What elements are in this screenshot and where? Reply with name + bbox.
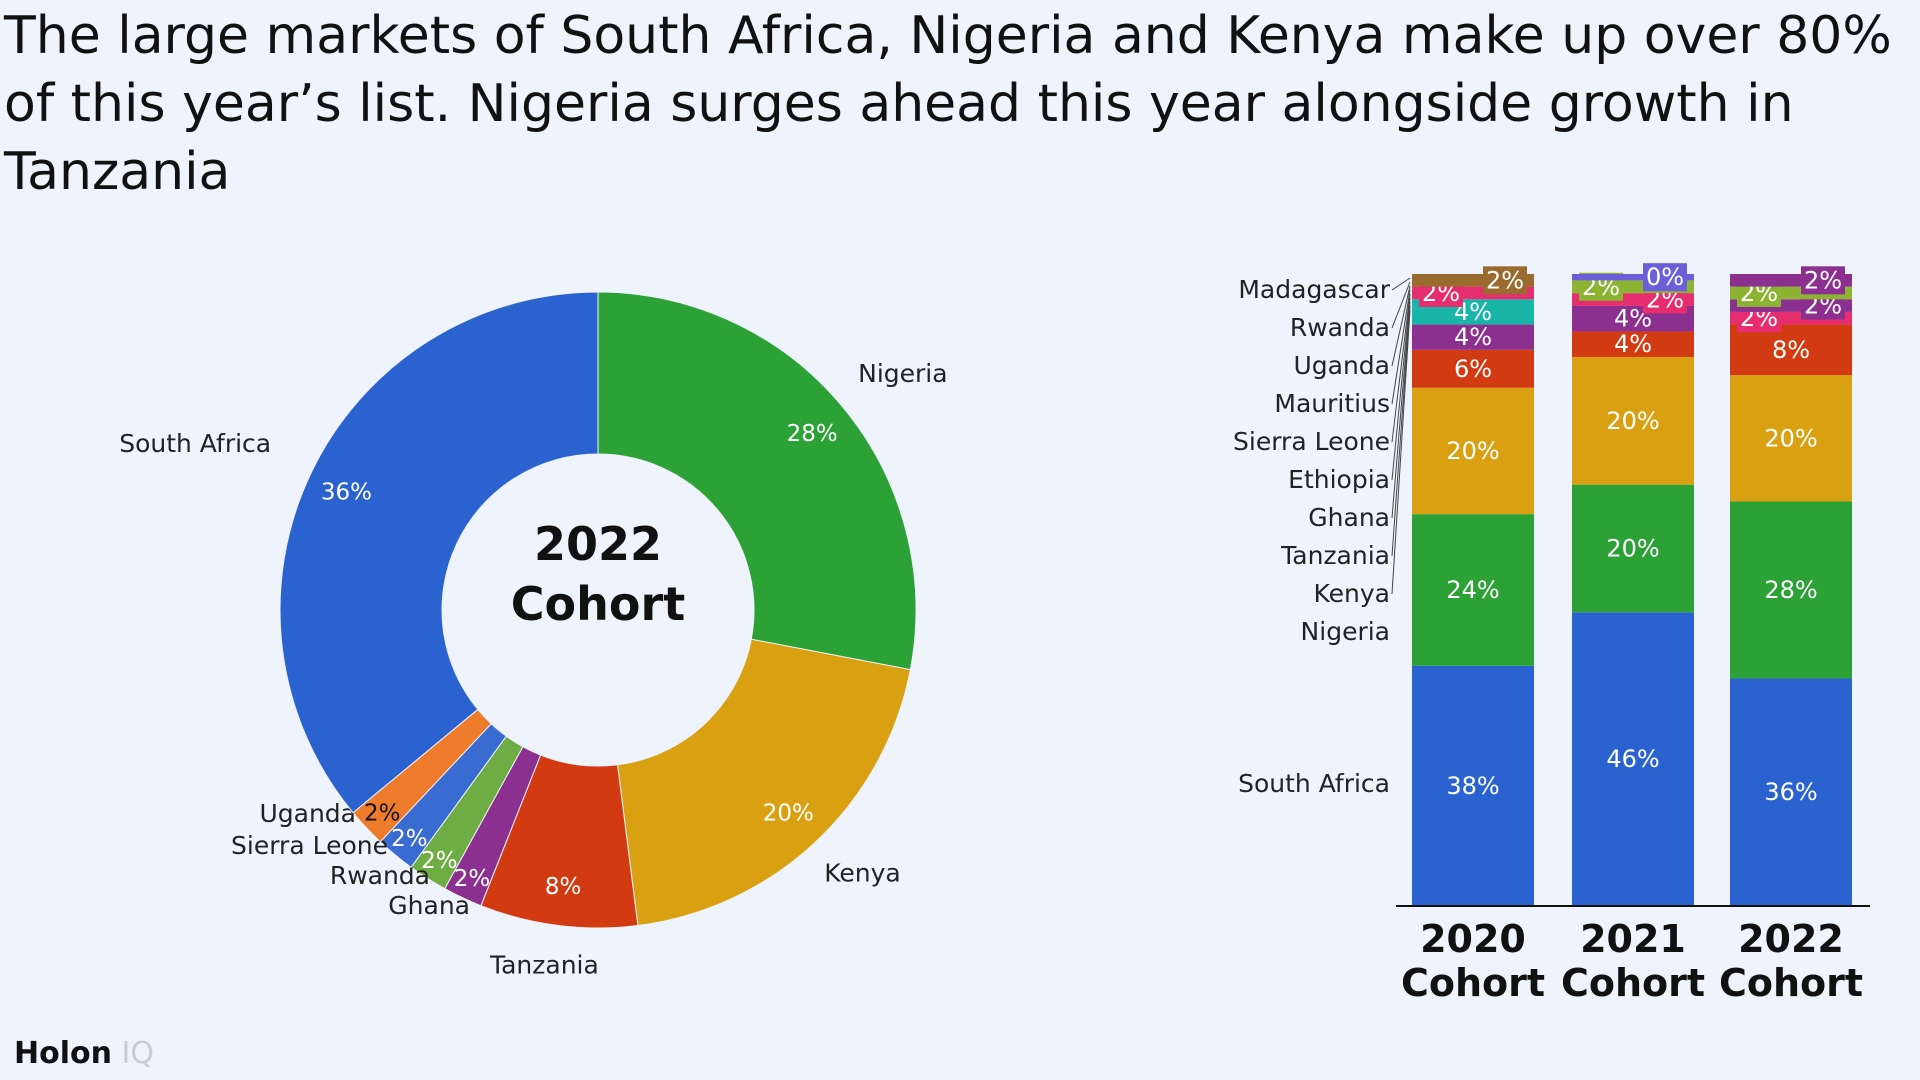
bar-segment-2-nigeria [1730,501,1852,679]
logo-main: Holon [14,1036,112,1071]
value-label-nigeria: 28% [787,421,838,447]
value-label-kenya: 20% [763,801,814,827]
legend-label-sierra-leone: Sierra Leone [1233,427,1390,456]
legend-leader-madagascar [1391,277,1411,291]
value-label-sierra-leone: 2% [391,826,428,852]
value-label-rwanda: 2% [421,848,458,874]
slice-south-africa [279,291,599,814]
value-label-ghana: 2% [454,866,491,892]
legend-leader-mauritius [1391,289,1411,405]
legend-label-kenya: Kenya [1314,579,1391,608]
legend-leader-sierra-leone [1391,293,1411,443]
slice-nigeria [597,291,917,671]
bar-segment-0-tanzania [1412,349,1534,388]
legend-leader-ethiopia [1391,297,1411,481]
slice-name-south-africa: South Africa [119,429,271,458]
bar-segment-1-tanzania [1572,331,1694,357]
legend-label-nigeria: Nigeria [1301,617,1390,646]
slice-name-nigeria: Nigeria [858,359,947,388]
slice-name-ghana: Ghana [388,891,470,920]
legend-label-uganda: Uganda [1293,351,1390,380]
legend-label-tanzania: Tanzania [1280,541,1390,570]
legend-leader-uganda [1391,285,1411,367]
data-label-bg-1-other [1643,263,1687,292]
bar-segment-2-tanzania [1730,324,1852,376]
slice-name-rwanda: Rwanda [330,861,430,890]
data-label-0-kenya: 20% [1446,437,1499,465]
category-label-2-year: 2022 [1738,917,1844,961]
legend-label-ethiopia: Ethiopia [1288,465,1390,494]
category-label-2-cohort: Cohort [1719,961,1863,1005]
data-label-1-nigeria: 20% [1606,535,1659,563]
slice-kenya [616,638,911,927]
bar-segment-2-kenya [1730,375,1852,502]
bar-segment-0-ghana [1412,324,1534,350]
data-label-1-tanzania: 4% [1614,330,1652,358]
category-label-1-year: 2021 [1580,917,1686,961]
data-label-1-south-africa: 46% [1606,745,1659,773]
bar-segment-1-nigeria [1572,484,1694,613]
value-label-south-africa: 36% [321,480,372,506]
legend-leader-rwanda [1391,281,1411,329]
data-label-0-nigeria: 24% [1446,576,1499,604]
bar-segment-0-kenya [1412,387,1534,515]
slice-name-uganda: Uganda [259,799,356,828]
center-label-cohort: Cohort [511,577,685,631]
legend-label-madagascar: Madagascar [1238,275,1390,304]
legend-label-ghana: Ghana [1308,503,1390,532]
category-label-0-year: 2020 [1420,917,1526,961]
data-label-0-ghana: 4% [1454,323,1492,351]
page-title: The large markets of South Africa, Niger… [4,6,1892,202]
data-label-1-kenya: 20% [1606,407,1659,435]
slice-name-kenya: Kenya [824,859,901,888]
bar-segment-1-other [1572,274,1694,281]
bar-segment-1-kenya [1572,356,1694,485]
holoniq-logo: Holon IQ [14,1036,154,1071]
bar-segment-1-south-africa [1572,612,1694,906]
data-label-2-south-africa: 36% [1764,778,1817,806]
bar-segment-2-south-africa [1730,678,1852,906]
legend-leader-tanzania [1391,305,1411,557]
logo-suffix: IQ [121,1036,154,1071]
value-label-tanzania: 8% [545,874,582,900]
data-label-2-ghana: 2% [1804,266,1842,294]
legend-leader-kenya [1391,309,1411,595]
legend-label-rwanda: Rwanda [1290,313,1390,342]
center-label-year: 2022 [534,517,662,571]
data-label-2-tanzania: 8% [1772,336,1810,364]
data-label-bg-2-ghana [1801,266,1845,295]
data-label-1-other: 0% [1646,263,1684,291]
slice-name-sierra-leone: Sierra Leone [231,831,388,860]
legend-label-mauritius: Mauritius [1274,389,1390,418]
data-label-2-nigeria: 28% [1764,576,1817,604]
data-label-0-south-africa: 38% [1446,772,1499,800]
category-label-1-cohort: Cohort [1561,961,1705,1005]
slice-name-tanzania: Tanzania [489,950,599,979]
data-label-2-kenya: 20% [1764,424,1817,452]
legend-label-south-africa: South Africa [1238,769,1390,798]
data-label-0-tanzania: 6% [1454,355,1492,383]
data-label-0-madagascar: 2% [1486,266,1524,294]
data-label-bg-0-madagascar [1483,266,1527,295]
legend-leader-ghana [1391,301,1411,519]
category-label-0-cohort: Cohort [1401,961,1545,1005]
bar-segment-0-south-africa [1412,665,1534,906]
value-label-uganda: 2% [364,801,401,827]
bar-segment-0-nigeria [1412,514,1534,666]
